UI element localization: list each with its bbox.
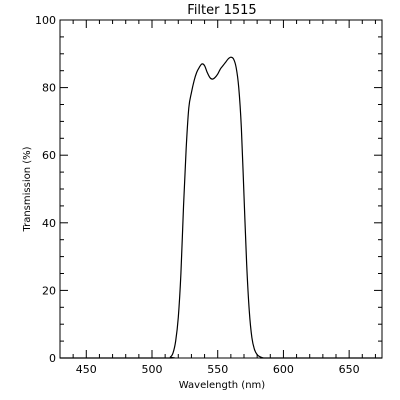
chart-title: Filter 1515 [187,3,256,18]
tick-labels: 450 500 550 600 650 0 20 40 60 80 100 [35,14,360,376]
y-tick-label: 0 [49,352,56,365]
plot-border [59,19,383,359]
y-tick-label: 60 [42,149,56,162]
y-tick-label: 40 [42,217,56,230]
y-tick-label: 80 [42,82,56,95]
x-tick-label: 600 [273,363,294,376]
x-tick-label: 650 [339,363,360,376]
y-tick-label: 20 [42,284,56,297]
x-tick-label: 550 [207,363,228,376]
x-tick-label: 450 [76,363,97,376]
x-axis-title: Wavelength (nm) [179,380,265,391]
plot-frame [59,19,383,359]
axis-ticks [59,19,382,359]
x-tick-label: 500 [142,363,163,376]
series-line [60,56,382,359]
y-axis-title: Transmission (%) [22,146,33,232]
y-tick-label: 100 [35,14,56,27]
